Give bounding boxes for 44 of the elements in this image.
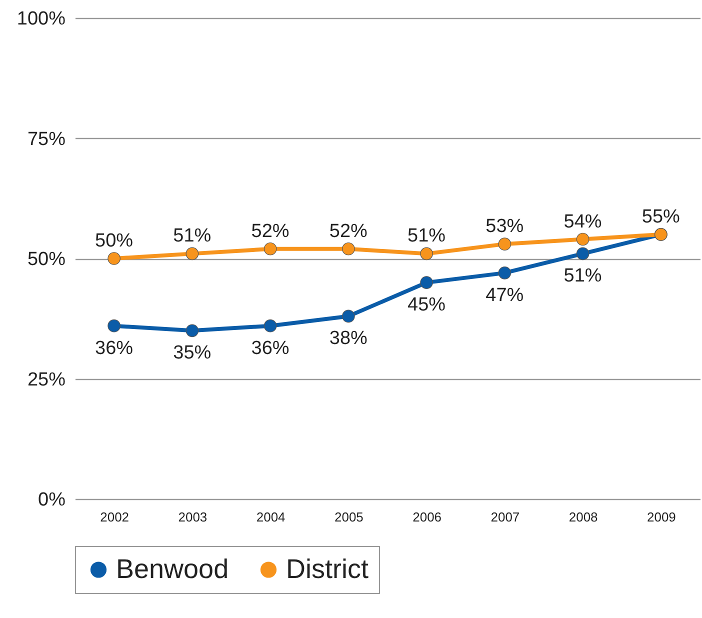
x-tick-label: 2005 <box>334 510 364 524</box>
data-label: 52% <box>251 220 290 242</box>
data-label: 47% <box>486 284 524 306</box>
data-label: 55% <box>642 206 680 228</box>
x-tick-label: 2006 <box>412 510 442 524</box>
x-tick-label: 2007 <box>490 510 520 524</box>
data-label: 45% <box>408 294 446 316</box>
y-tick-label: 25% <box>27 369 66 390</box>
point <box>420 247 433 260</box>
x-tick-label: 2009 <box>646 510 676 524</box>
data-label: 52% <box>329 220 368 242</box>
data-label: 36% <box>95 338 134 359</box>
data-label: 50% <box>95 230 134 252</box>
data-label: 35% <box>173 342 212 364</box>
x-tick-label: 2008 <box>568 510 598 524</box>
data-label: 53% <box>486 216 524 238</box>
x-tick-label: 2002 <box>100 510 130 524</box>
point <box>108 252 120 265</box>
point <box>264 242 277 256</box>
y-tick-label: 50% <box>27 249 66 270</box>
point <box>576 247 590 260</box>
legend-label: District <box>286 554 369 584</box>
y-tick-label: 100% <box>16 8 66 30</box>
data-label: 54% <box>564 211 602 232</box>
point <box>108 319 120 332</box>
data-label: 51% <box>173 226 212 247</box>
data-label: 38% <box>329 328 368 350</box>
point <box>186 247 199 260</box>
x-tick-label: 2003 <box>178 510 208 524</box>
point <box>498 238 512 250</box>
point <box>264 319 277 332</box>
y-tick-label: 0% <box>38 490 66 510</box>
point <box>342 242 355 256</box>
point <box>420 276 433 289</box>
data-label: 51% <box>564 266 602 287</box>
data-label: 51% <box>408 226 446 247</box>
x-tick-label: 2004 <box>256 510 286 524</box>
point <box>186 324 199 338</box>
point <box>498 266 512 280</box>
legend-label: Benwood <box>116 554 229 584</box>
point <box>576 232 590 246</box>
data-label: 36% <box>251 338 290 359</box>
point <box>342 310 355 323</box>
y-tick-label: 75% <box>27 128 66 150</box>
